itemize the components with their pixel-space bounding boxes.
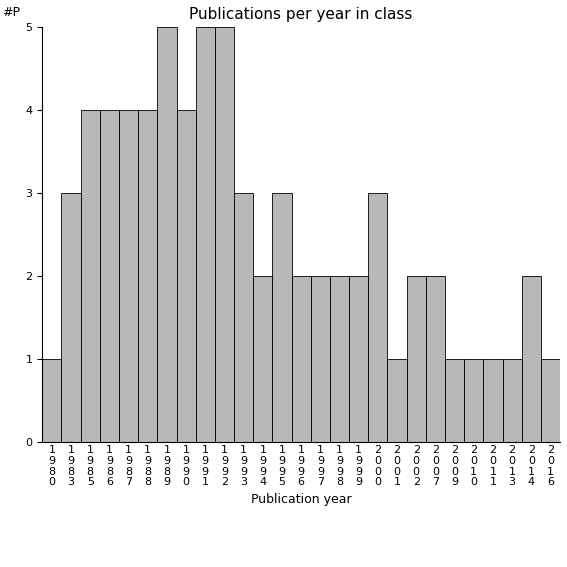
Bar (464, 359, 483, 442)
Bar (100, 110, 119, 442)
Bar (330, 276, 349, 442)
X-axis label: Publication year: Publication year (251, 493, 352, 506)
Title: Publications per year in class: Publications per year in class (189, 7, 413, 22)
Bar (445, 359, 464, 442)
Bar (43, 359, 61, 442)
Bar (138, 110, 158, 442)
Bar (369, 193, 387, 442)
Bar (483, 359, 502, 442)
Bar (272, 193, 291, 442)
Bar (407, 276, 426, 442)
Bar (311, 276, 330, 442)
Bar (541, 359, 560, 442)
Bar (119, 110, 138, 442)
Bar (215, 27, 234, 442)
Bar (81, 110, 100, 442)
Bar (176, 110, 196, 442)
Bar (234, 193, 253, 442)
Bar (196, 27, 215, 442)
Bar (158, 27, 176, 442)
Bar (291, 276, 311, 442)
Bar (387, 359, 407, 442)
Bar (61, 193, 81, 442)
Y-axis label: #P: #P (2, 6, 20, 19)
Bar (253, 276, 272, 442)
Bar (522, 276, 541, 442)
Bar (426, 276, 445, 442)
Bar (349, 276, 369, 442)
Bar (502, 359, 522, 442)
